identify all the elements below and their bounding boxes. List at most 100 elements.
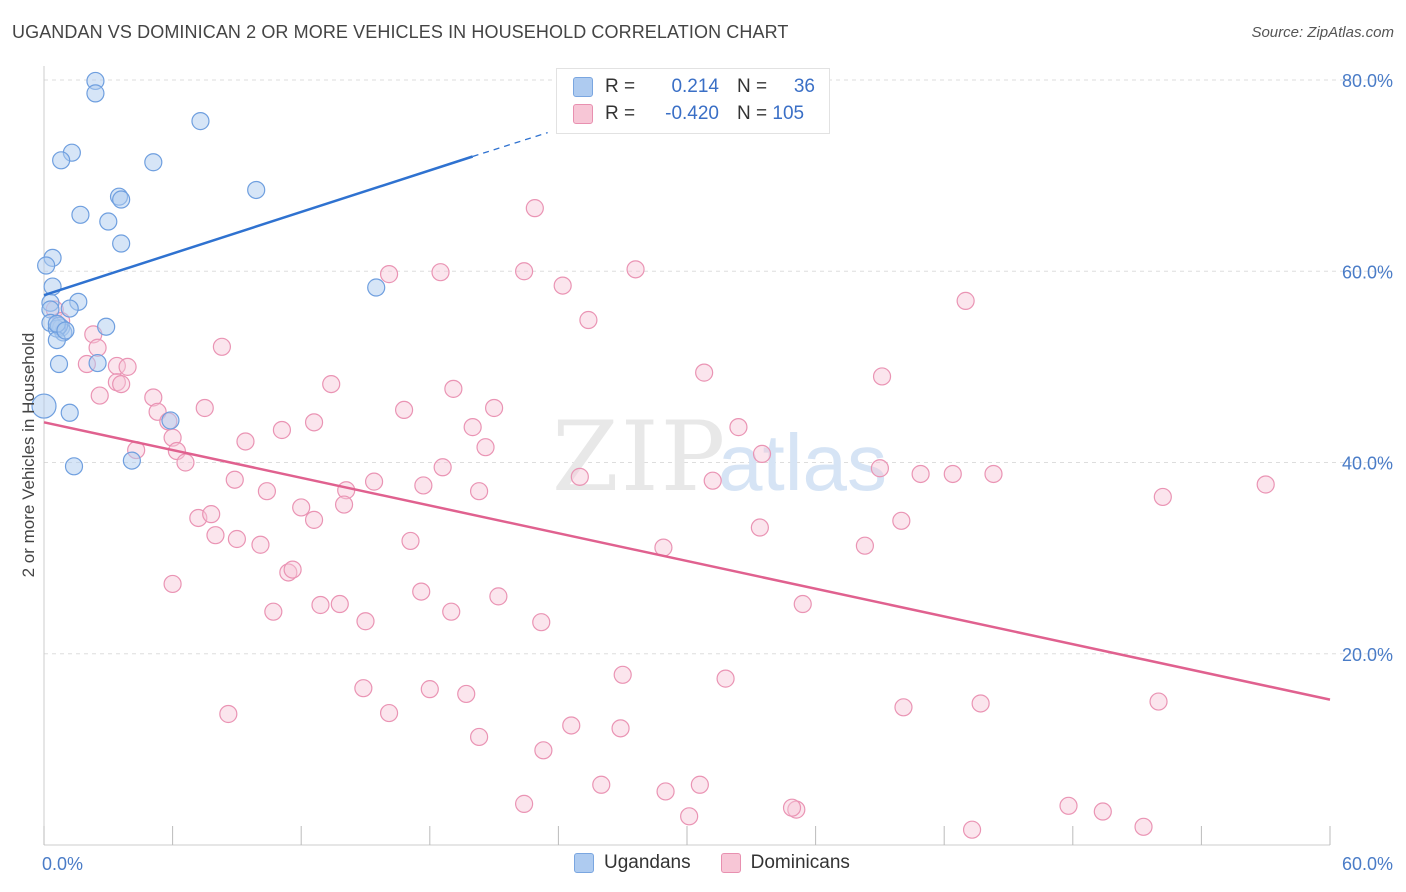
ugandan-point <box>144 153 163 172</box>
ugandan-point <box>64 457 84 476</box>
dominican-point <box>88 338 107 357</box>
dominican-point <box>703 471 722 490</box>
dominicans-legend-swatch <box>720 853 741 873</box>
dominican-point <box>433 458 452 477</box>
ugandan-point <box>99 212 118 231</box>
dominican-point <box>613 665 632 684</box>
ugandan-point <box>88 353 107 373</box>
dominican-point <box>469 727 489 747</box>
dominican-point <box>579 310 598 330</box>
dominican-point <box>892 511 911 530</box>
dominican-point <box>219 704 238 724</box>
dominican-point <box>626 260 645 279</box>
source-label: Source: ZipAtlas.com <box>1251 24 1394 41</box>
x-tick-label: 60.0% <box>1342 854 1393 874</box>
legend-row-dominicans: R = -0.420 N = 105 <box>573 102 804 126</box>
dominican-point <box>144 388 163 407</box>
dominican-point <box>176 453 195 472</box>
dominican-point <box>515 794 534 813</box>
dominicans-trend-line <box>43 421 1331 701</box>
ugandans-trend-line <box>43 155 474 297</box>
dominican-point <box>118 357 137 376</box>
x-tick-label: 0.0% <box>42 854 83 874</box>
ugandans-swatch <box>573 77 593 97</box>
dominican-point <box>356 612 375 631</box>
dominican-point <box>401 531 420 551</box>
y-tick-label: 60.0% <box>1342 262 1393 282</box>
dominican-point <box>354 679 373 698</box>
dominican-point <box>431 263 450 282</box>
ugandans-trend-extension <box>472 131 548 158</box>
dominican-point <box>257 482 277 501</box>
dominican-point <box>855 536 874 555</box>
ugandan-point <box>191 112 210 131</box>
grid-lines <box>44 79 1392 655</box>
ugandan-point <box>52 151 71 170</box>
dominican-point <box>292 498 311 517</box>
dominican-point <box>420 680 439 699</box>
ugandan-point <box>56 321 75 340</box>
r-label: R = <box>605 103 636 124</box>
correlation-legend: R = 0.214 N = 36 R = -0.420 N = 105 <box>556 68 830 134</box>
dominican-point <box>943 464 962 484</box>
dominican-point <box>872 367 892 386</box>
dominican-point <box>379 703 399 723</box>
dominican-point <box>534 741 553 760</box>
dominican-point <box>202 505 221 524</box>
dominican-point <box>304 510 324 529</box>
ugandan-point <box>49 354 69 374</box>
dominican-point <box>334 495 354 514</box>
dominican-point <box>752 444 772 463</box>
series-legend: Ugandans Dominicans <box>574 852 880 874</box>
dominican-point <box>570 467 589 486</box>
dominican-point <box>984 464 1003 484</box>
dominican-point <box>457 684 476 704</box>
dominican-point <box>532 613 551 632</box>
ugandan-point <box>71 205 90 224</box>
tick-labels: 20.0% 40.0% 60.0% 80.0% 0.0% 60.0% <box>42 71 1393 874</box>
dominicans-legend-label: Dominicans <box>750 852 850 873</box>
dominican-point <box>690 775 709 794</box>
ugandan-point <box>97 317 116 336</box>
n-label: N = 105 <box>737 103 805 124</box>
dominican-point <box>304 413 324 432</box>
dominican-point <box>485 398 504 418</box>
legend-row-ugandans: R = 0.214 N = 36 <box>573 75 815 99</box>
dominican-point <box>956 291 975 310</box>
dominican-point <box>489 587 508 606</box>
ugandan-point <box>37 256 56 275</box>
dominican-point <box>894 698 913 717</box>
dominican-point <box>283 560 302 579</box>
dominican-point <box>394 400 414 420</box>
trend-lines <box>43 131 1331 701</box>
y-tick-label: 80.0% <box>1342 71 1393 91</box>
ugandan-point <box>161 411 180 430</box>
dominican-point <box>225 470 244 489</box>
ugandan-point <box>122 451 141 470</box>
y-tick-label: 20.0% <box>1342 645 1393 665</box>
legend-item-ugandans: Ugandans <box>574 852 691 874</box>
ugandan-point <box>247 180 266 200</box>
dominican-point <box>311 595 330 615</box>
r-value: 0.214 <box>671 76 719 97</box>
dominican-point <box>1153 487 1172 507</box>
dominican-point <box>195 398 214 418</box>
dominican-point <box>592 775 611 794</box>
dominican-point <box>870 459 890 478</box>
dominican-point <box>251 535 270 554</box>
dominican-point <box>611 719 630 738</box>
dominican-point <box>515 262 534 281</box>
legend-item-dominicans: Dominicans <box>720 852 850 874</box>
dominican-point <box>962 820 982 839</box>
ugandan-point <box>86 84 105 103</box>
y-tick-label: 40.0% <box>1342 454 1393 474</box>
dominican-point <box>476 438 495 457</box>
dominican-point <box>562 716 581 735</box>
dominican-point <box>1256 475 1275 494</box>
ugandan-point <box>367 278 386 297</box>
y-axis-label: 2 or more Vehicles in Household <box>19 333 38 578</box>
dominican-point <box>695 363 714 382</box>
dominican-point <box>322 374 341 394</box>
dominican-point <box>379 265 399 284</box>
ugandan-point <box>112 234 131 253</box>
